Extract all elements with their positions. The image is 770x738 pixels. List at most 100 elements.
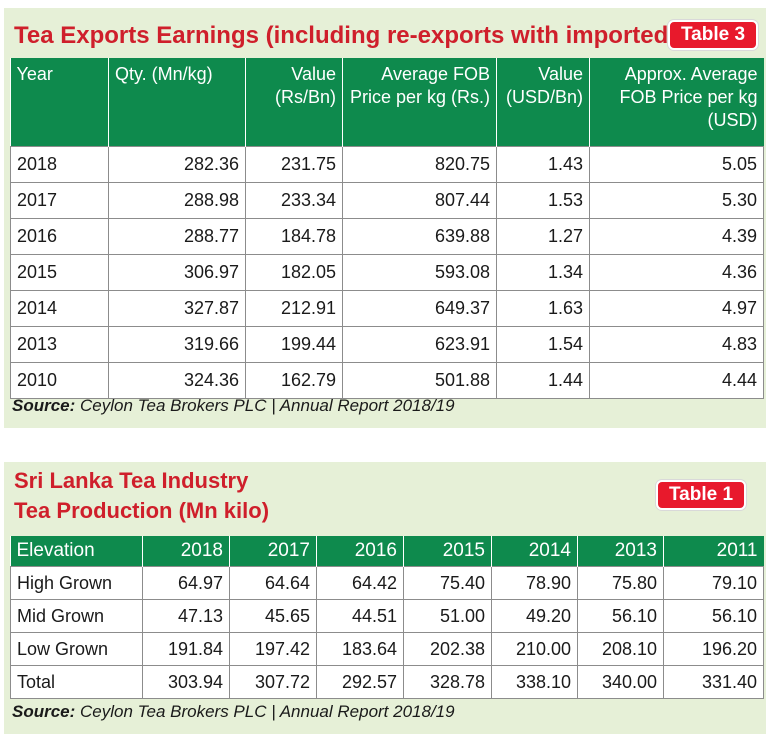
value-cell: 183.64 [316, 632, 404, 666]
value-usd-cell: 1.43 [496, 145, 590, 183]
header-year: Year [10, 58, 109, 146]
elevation-cell: Low Grown [10, 632, 143, 666]
source-label: Source: [12, 396, 76, 415]
value-rs-cell: 184.78 [245, 217, 343, 255]
value-cell: 197.42 [229, 632, 317, 666]
qty-cell: 282.36 [108, 145, 246, 183]
value-usd-cell: 1.27 [496, 217, 590, 255]
tea-exports-title: Tea Exports Earnings (including re-expor… [14, 22, 718, 49]
year-cell: 2018 [10, 145, 109, 183]
year-cell: 2015 [10, 253, 109, 291]
elevation-cell: Total [10, 665, 143, 699]
table3-badge: Table 3 [668, 20, 758, 50]
value-cell: 331.40 [663, 665, 764, 699]
table-header-row: Year Qty. (Mn/kg) Value (Rs/Bn) Average … [10, 58, 764, 146]
table3-source: Source: Ceylon Tea Brokers PLC | Annual … [12, 396, 455, 416]
tea-exports-panel: Tea Exports Earnings (including re-expor… [4, 8, 766, 428]
qty-cell: 319.66 [108, 325, 246, 363]
value-rs-cell: 182.05 [245, 253, 343, 291]
avg-fob-rs-cell: 623.91 [342, 325, 497, 363]
value-cell: 208.10 [577, 632, 664, 666]
tea-production-panel: Sri Lanka Tea Industry Tea Production (M… [4, 462, 766, 734]
value-cell: 56.10 [577, 599, 664, 633]
avg-fob-rs-cell: 649.37 [342, 289, 497, 327]
table-header-row: Elevation 2018 2017 2016 2015 2014 2013 … [10, 536, 764, 567]
value-cell: 307.72 [229, 665, 317, 699]
value-cell: 51.00 [403, 599, 492, 633]
header-year: 2017 [229, 536, 317, 567]
value-cell: 44.51 [316, 599, 404, 633]
tea-exports-table: Year Qty. (Mn/kg) Value (Rs/Bn) Average … [10, 58, 764, 399]
value-cell: 191.84 [142, 632, 230, 666]
avg-fob-rs-cell: 820.75 [342, 145, 497, 183]
header-year: 2018 [142, 536, 230, 567]
value-cell: 196.20 [663, 632, 764, 666]
elevation-cell: Mid Grown [10, 599, 143, 633]
value-cell: 328.78 [403, 665, 492, 699]
avg-fob-usd-cell: 4.44 [589, 361, 764, 399]
table1-source: Source: Ceylon Tea Brokers PLC | Annual … [12, 702, 455, 722]
table-row: 2015 306.97 182.05 593.08 1.34 4.36 [10, 253, 764, 291]
source-text: Ceylon Tea Brokers PLC | Annual Report 2… [80, 396, 455, 415]
value-cell: 79.10 [663, 566, 764, 600]
value-rs-cell: 199.44 [245, 325, 343, 363]
value-cell: 45.65 [229, 599, 317, 633]
header-year: 2011 [663, 536, 764, 567]
header-year: 2015 [403, 536, 492, 567]
year-cell: 2017 [10, 181, 109, 219]
value-usd-cell: 1.63 [496, 289, 590, 327]
value-rs-cell: 231.75 [245, 145, 343, 183]
header-value-rs: Value (Rs/Bn) [245, 58, 343, 146]
header-qty: Qty. (Mn/kg) [108, 58, 246, 146]
value-cell: 340.00 [577, 665, 664, 699]
value-cell: 303.94 [142, 665, 230, 699]
elevation-cell: High Grown [10, 566, 143, 600]
value-cell: 64.97 [142, 566, 230, 600]
header-elevation: Elevation [10, 536, 143, 567]
value-cell: 75.40 [403, 566, 492, 600]
table-row: 2016 288.77 184.78 639.88 1.27 4.39 [10, 217, 764, 255]
value-cell: 292.57 [316, 665, 404, 699]
avg-fob-usd-cell: 4.36 [589, 253, 764, 291]
value-usd-cell: 1.34 [496, 253, 590, 291]
qty-cell: 324.36 [108, 361, 246, 399]
value-rs-cell: 233.34 [245, 181, 343, 219]
header-year: 2016 [316, 536, 404, 567]
header-avg-fob-usd: Approx. Average FOB Price per kg (USD) [589, 58, 764, 146]
value-cell: 78.90 [491, 566, 578, 600]
tea-production-table: Elevation 2018 2017 2016 2015 2014 2013 … [10, 536, 764, 699]
header-avg-fob-rs: Average FOB Price per kg (Rs.) [342, 58, 497, 146]
year-cell: 2013 [10, 325, 109, 363]
header-value-usd: Value (USD/Bn) [496, 58, 590, 146]
value-usd-cell: 1.44 [496, 361, 590, 399]
header-year: 2013 [577, 536, 664, 567]
avg-fob-usd-cell: 4.97 [589, 289, 764, 327]
table-row: 2010 324.36 162.79 501.88 1.44 4.44 [10, 361, 764, 399]
value-cell: 338.10 [491, 665, 578, 699]
qty-cell: 306.97 [108, 253, 246, 291]
avg-fob-rs-cell: 593.08 [342, 253, 497, 291]
table-row: Mid Grown 47.13 45.65 44.51 51.00 49.20 … [10, 599, 764, 633]
value-cell: 64.42 [316, 566, 404, 600]
value-rs-cell: 212.91 [245, 289, 343, 327]
table-row: Low Grown 191.84 197.42 183.64 202.38 21… [10, 632, 764, 666]
value-cell: 75.80 [577, 566, 664, 600]
qty-cell: 327.87 [108, 289, 246, 327]
avg-fob-rs-cell: 807.44 [342, 181, 497, 219]
table1-badge: Table 1 [656, 480, 746, 510]
value-cell: 49.20 [491, 599, 578, 633]
table-row: 2018 282.36 231.75 820.75 1.43 5.05 [10, 145, 764, 183]
avg-fob-usd-cell: 5.05 [589, 145, 764, 183]
source-label: Source: [12, 702, 76, 721]
value-cell: 56.10 [663, 599, 764, 633]
avg-fob-usd-cell: 4.39 [589, 217, 764, 255]
value-cell: 210.00 [491, 632, 578, 666]
avg-fob-usd-cell: 5.30 [589, 181, 764, 219]
value-usd-cell: 1.53 [496, 181, 590, 219]
table-row: 2017 288.98 233.34 807.44 1.53 5.30 [10, 181, 764, 219]
table-row: 2014 327.87 212.91 649.37 1.63 4.97 [10, 289, 764, 327]
value-cell: 64.64 [229, 566, 317, 600]
table-row: 2013 319.66 199.44 623.91 1.54 4.83 [10, 325, 764, 363]
value-usd-cell: 1.54 [496, 325, 590, 363]
year-cell: 2010 [10, 361, 109, 399]
